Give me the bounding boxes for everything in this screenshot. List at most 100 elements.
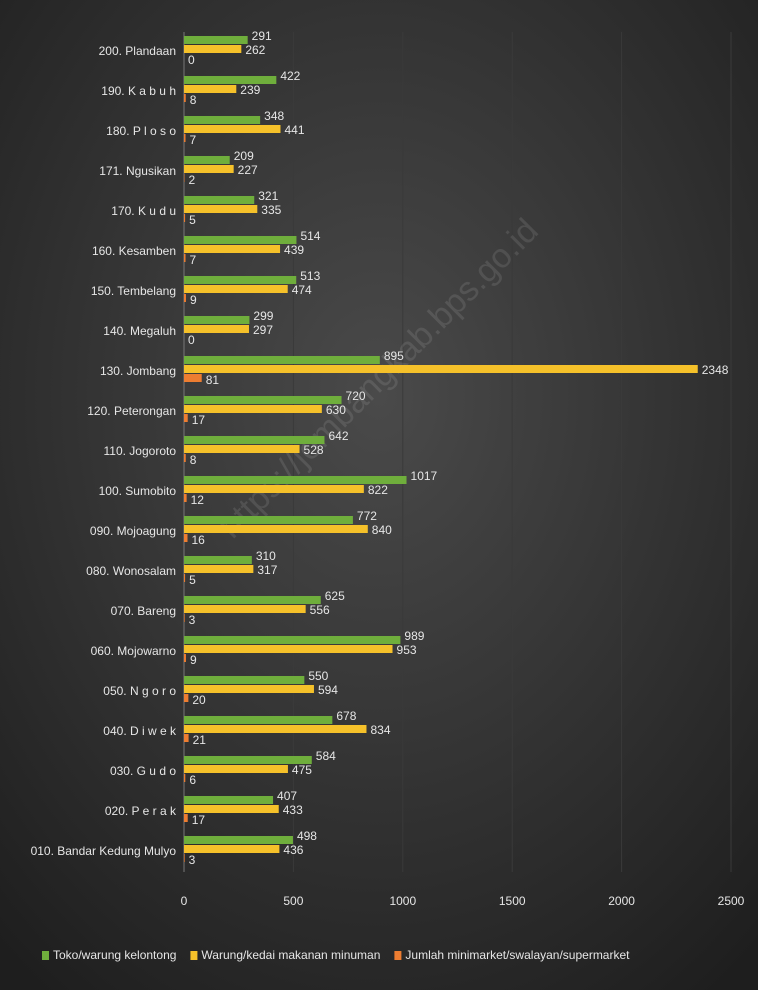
bar	[184, 814, 188, 822]
bar	[184, 574, 185, 582]
bar	[184, 374, 202, 382]
bar	[184, 716, 332, 724]
data-label: 513	[300, 269, 320, 283]
bar	[184, 285, 288, 293]
data-label: 514	[300, 229, 320, 243]
data-label: 7	[190, 133, 197, 147]
data-label: 439	[284, 243, 304, 257]
data-label: 989	[404, 629, 424, 643]
data-label: 772	[357, 509, 377, 523]
bar	[184, 316, 249, 324]
data-label: 12	[191, 493, 205, 507]
bar	[184, 36, 248, 44]
data-label: 2348	[702, 363, 729, 377]
bar	[184, 325, 249, 333]
bar	[184, 565, 253, 573]
data-label: 630	[326, 403, 346, 417]
data-label: 3	[189, 853, 196, 867]
data-label: 584	[316, 749, 336, 763]
data-label: 8	[190, 453, 197, 467]
bar	[184, 165, 234, 173]
data-label: 441	[284, 123, 304, 137]
data-label: 422	[280, 69, 300, 83]
data-label: 310	[256, 549, 276, 563]
bar	[184, 805, 279, 813]
data-label: 5	[189, 573, 196, 587]
bar	[184, 356, 380, 364]
data-label: 227	[238, 163, 258, 177]
bar	[184, 116, 260, 124]
y-tick-label: 140. Megaluh	[103, 324, 176, 338]
y-tick-label: 100. Sumobito	[99, 484, 177, 498]
bar	[184, 85, 236, 93]
data-label: 720	[346, 389, 366, 403]
data-label: 348	[264, 109, 284, 123]
bar	[184, 156, 230, 164]
y-tick-label: 180. P l o s o	[106, 124, 176, 138]
data-label: 16	[192, 533, 206, 547]
data-label: 594	[318, 683, 338, 697]
bar	[184, 205, 257, 213]
y-tick-label: 110. Jogoroto	[104, 444, 177, 458]
data-label: 317	[257, 563, 277, 577]
bar	[184, 294, 186, 302]
data-label: 291	[252, 29, 272, 43]
data-label: 9	[190, 653, 197, 667]
y-tick-label: 130. Jombang	[100, 364, 176, 378]
y-tick-label: 171. Ngusikan	[99, 164, 176, 178]
bar	[184, 76, 276, 84]
bar	[184, 396, 342, 404]
data-label: 550	[308, 669, 328, 683]
y-tick-label: 060. Mojowarno	[91, 644, 177, 658]
data-label: 17	[192, 413, 206, 427]
bar	[184, 485, 364, 493]
bar	[184, 365, 698, 373]
bar	[184, 596, 321, 604]
bar	[184, 534, 188, 542]
bar	[184, 196, 254, 204]
y-tick-label: 200. Plandaan	[99, 44, 176, 58]
x-tick-label: 500	[283, 894, 303, 908]
data-label: 498	[297, 829, 317, 843]
data-label: 5	[189, 213, 196, 227]
y-tick-label: 030. G u d o	[110, 764, 176, 778]
x-tick-label: 2500	[718, 894, 745, 908]
y-tick-label: 090. Mojoagung	[90, 524, 176, 538]
data-label: 474	[292, 283, 312, 297]
data-label: 81	[206, 373, 220, 387]
data-label: 528	[304, 443, 324, 457]
bar	[184, 254, 186, 262]
bar	[184, 245, 280, 253]
data-label: 9	[190, 293, 197, 307]
bar	[184, 694, 188, 702]
bar	[184, 725, 366, 733]
bar	[184, 654, 186, 662]
bar	[184, 94, 186, 102]
data-label: 433	[283, 803, 303, 817]
legend-label: Jumlah minimarket/swalayan/supermarket	[405, 948, 630, 962]
legend-swatch	[42, 951, 49, 960]
bar	[184, 525, 368, 533]
data-label: 840	[372, 523, 392, 537]
y-tick-label: 050. N g o r o	[103, 684, 176, 698]
bar	[184, 636, 400, 644]
data-label: 678	[336, 709, 356, 723]
y-tick-label: 150. Tembelang	[91, 284, 176, 298]
data-label: 475	[292, 763, 312, 777]
legend-swatch	[394, 951, 401, 960]
legend-label: Toko/warung kelontong	[53, 948, 176, 962]
bar	[184, 685, 314, 693]
data-label: 822	[368, 483, 388, 497]
data-label: 21	[193, 733, 207, 747]
bar	[184, 796, 273, 804]
data-label: 2	[188, 173, 195, 187]
bar	[184, 276, 296, 284]
x-tick-label: 1500	[499, 894, 526, 908]
y-tick-label: 160. Kesamben	[92, 244, 176, 258]
bar	[184, 405, 322, 413]
bar	[184, 454, 186, 462]
data-label: 0	[188, 53, 195, 67]
y-tick-label: 010. Bandar Kedung Mulyo	[31, 844, 177, 858]
data-label: 7	[190, 253, 197, 267]
